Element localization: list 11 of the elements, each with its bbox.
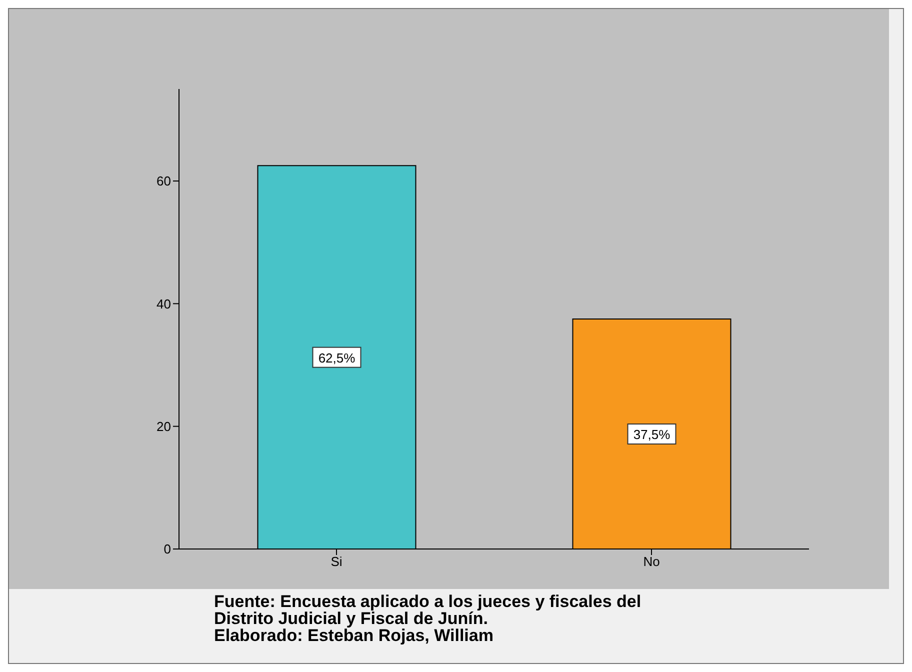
source-note: Fuente: Encuesta aplicado a los jueces y fiscales del <box>214 592 642 611</box>
text: Distrito Judicial y Fiscal de Junín. <box>214 609 488 628</box>
x-tick-label: Si <box>330 554 342 570</box>
data-label: 37,5% <box>633 427 671 442</box>
y-tick-label: 40 <box>156 296 171 312</box>
data-label: 62,5% <box>318 350 356 366</box>
y-tick-label: 60 <box>156 174 171 189</box>
text: Elaborado: Esteban Rojas, William <box>214 626 494 645</box>
y-tick-label: 20 <box>156 418 171 434</box>
x-tick-label: No <box>643 554 660 570</box>
y-tick-label: 0 <box>164 542 171 557</box>
